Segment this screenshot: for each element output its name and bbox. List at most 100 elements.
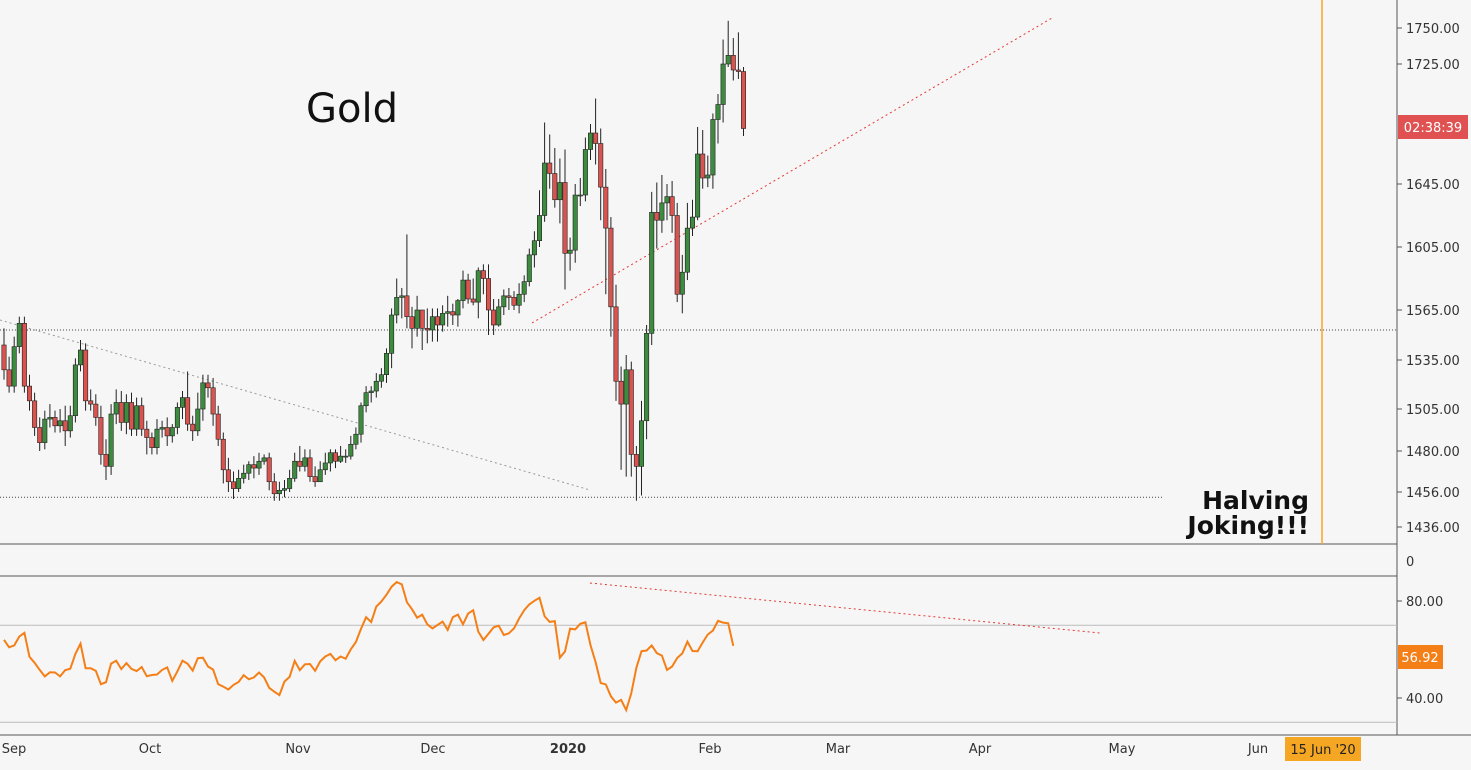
candle[interactable] (593, 98, 599, 165)
candle[interactable] (465, 273, 471, 304)
candle[interactable] (317, 461, 323, 483)
candle[interactable] (287, 469, 293, 492)
candle[interactable] (154, 419, 160, 455)
candle[interactable] (322, 452, 328, 475)
candle[interactable] (383, 348, 389, 383)
candle[interactable] (139, 397, 145, 436)
candle[interactable] (496, 298, 502, 327)
candle[interactable] (261, 454, 267, 465)
candle[interactable] (608, 217, 614, 337)
candle[interactable] (129, 392, 135, 436)
candle[interactable] (26, 374, 32, 411)
candle[interactable] (6, 356, 12, 393)
candle[interactable] (613, 284, 619, 401)
candle[interactable] (185, 371, 191, 431)
candle[interactable] (705, 155, 711, 188)
candle[interactable] (200, 374, 206, 421)
candle[interactable] (730, 38, 736, 81)
candle[interactable] (353, 427, 359, 450)
candle[interactable] (164, 417, 170, 446)
candle[interactable] (669, 181, 675, 233)
candle[interactable] (521, 275, 527, 303)
candle[interactable] (118, 391, 124, 431)
candle[interactable] (174, 402, 180, 435)
candle[interactable] (475, 267, 481, 319)
candle[interactable] (78, 340, 84, 372)
candle[interactable] (689, 199, 695, 236)
candle[interactable] (52, 410, 58, 433)
candle[interactable] (516, 283, 522, 314)
candle[interactable] (710, 113, 716, 189)
candle[interactable] (169, 424, 175, 443)
candle[interactable] (603, 169, 609, 295)
candle[interactable] (134, 397, 140, 436)
candle[interactable] (700, 130, 706, 189)
candle[interactable] (547, 134, 553, 189)
candle[interactable] (42, 410, 48, 450)
candle[interactable] (281, 480, 287, 498)
candle[interactable] (246, 461, 252, 481)
candle[interactable] (21, 316, 27, 393)
candle[interactable] (638, 400, 644, 496)
candle[interactable] (399, 287, 405, 319)
candle[interactable] (720, 39, 726, 123)
candle[interactable] (455, 298, 461, 327)
candle[interactable] (343, 449, 349, 463)
candle-layer[interactable] (1, 20, 746, 501)
candle[interactable] (292, 452, 298, 482)
candle[interactable] (231, 471, 237, 500)
candle[interactable] (587, 124, 593, 160)
candle[interactable] (434, 308, 440, 342)
rsi-layer[interactable] (3, 580, 735, 713)
candle[interactable] (47, 404, 53, 428)
candle[interactable] (195, 392, 201, 436)
candle[interactable] (37, 417, 43, 451)
candle[interactable] (220, 432, 226, 484)
candle[interactable] (72, 358, 78, 423)
candle[interactable] (695, 127, 701, 221)
candle[interactable] (190, 415, 196, 441)
candle[interactable] (552, 148, 558, 208)
candle[interactable] (32, 392, 38, 436)
candle[interactable] (16, 316, 22, 354)
candle[interactable] (618, 366, 624, 470)
candle[interactable] (241, 464, 247, 484)
candle[interactable] (654, 182, 660, 249)
candle[interactable] (378, 368, 384, 388)
candle[interactable] (205, 374, 211, 398)
candle[interactable] (557, 158, 563, 224)
candle[interactable] (460, 270, 466, 309)
candle[interactable] (389, 308, 395, 369)
candle[interactable] (113, 389, 119, 425)
candle[interactable] (598, 128, 604, 221)
candle[interactable] (536, 190, 542, 247)
candle[interactable] (108, 404, 114, 475)
candle[interactable] (57, 409, 63, 433)
candle[interactable] (123, 394, 129, 435)
candle[interactable] (572, 184, 578, 263)
candle[interactable] (531, 231, 537, 268)
candle[interactable] (679, 254, 685, 314)
candle[interactable] (103, 439, 109, 481)
candle[interactable] (348, 435, 354, 460)
candle[interactable] (491, 298, 497, 335)
candle[interactable] (644, 325, 650, 440)
candle[interactable] (485, 264, 491, 335)
candle[interactable] (664, 184, 670, 221)
candle[interactable] (577, 178, 583, 207)
candle[interactable] (312, 466, 318, 487)
candle[interactable] (11, 336, 17, 393)
candle[interactable] (394, 278, 400, 324)
candle[interactable] (210, 377, 216, 426)
candle[interactable] (409, 306, 415, 349)
candle[interactable] (450, 303, 456, 325)
candle[interactable] (373, 373, 379, 398)
candle[interactable] (429, 308, 435, 342)
candle[interactable] (526, 248, 532, 287)
candle[interactable] (419, 309, 425, 350)
candle[interactable] (159, 420, 165, 438)
candle[interactable] (67, 405, 73, 438)
candle[interactable] (368, 386, 374, 403)
candle[interactable] (684, 202, 690, 281)
